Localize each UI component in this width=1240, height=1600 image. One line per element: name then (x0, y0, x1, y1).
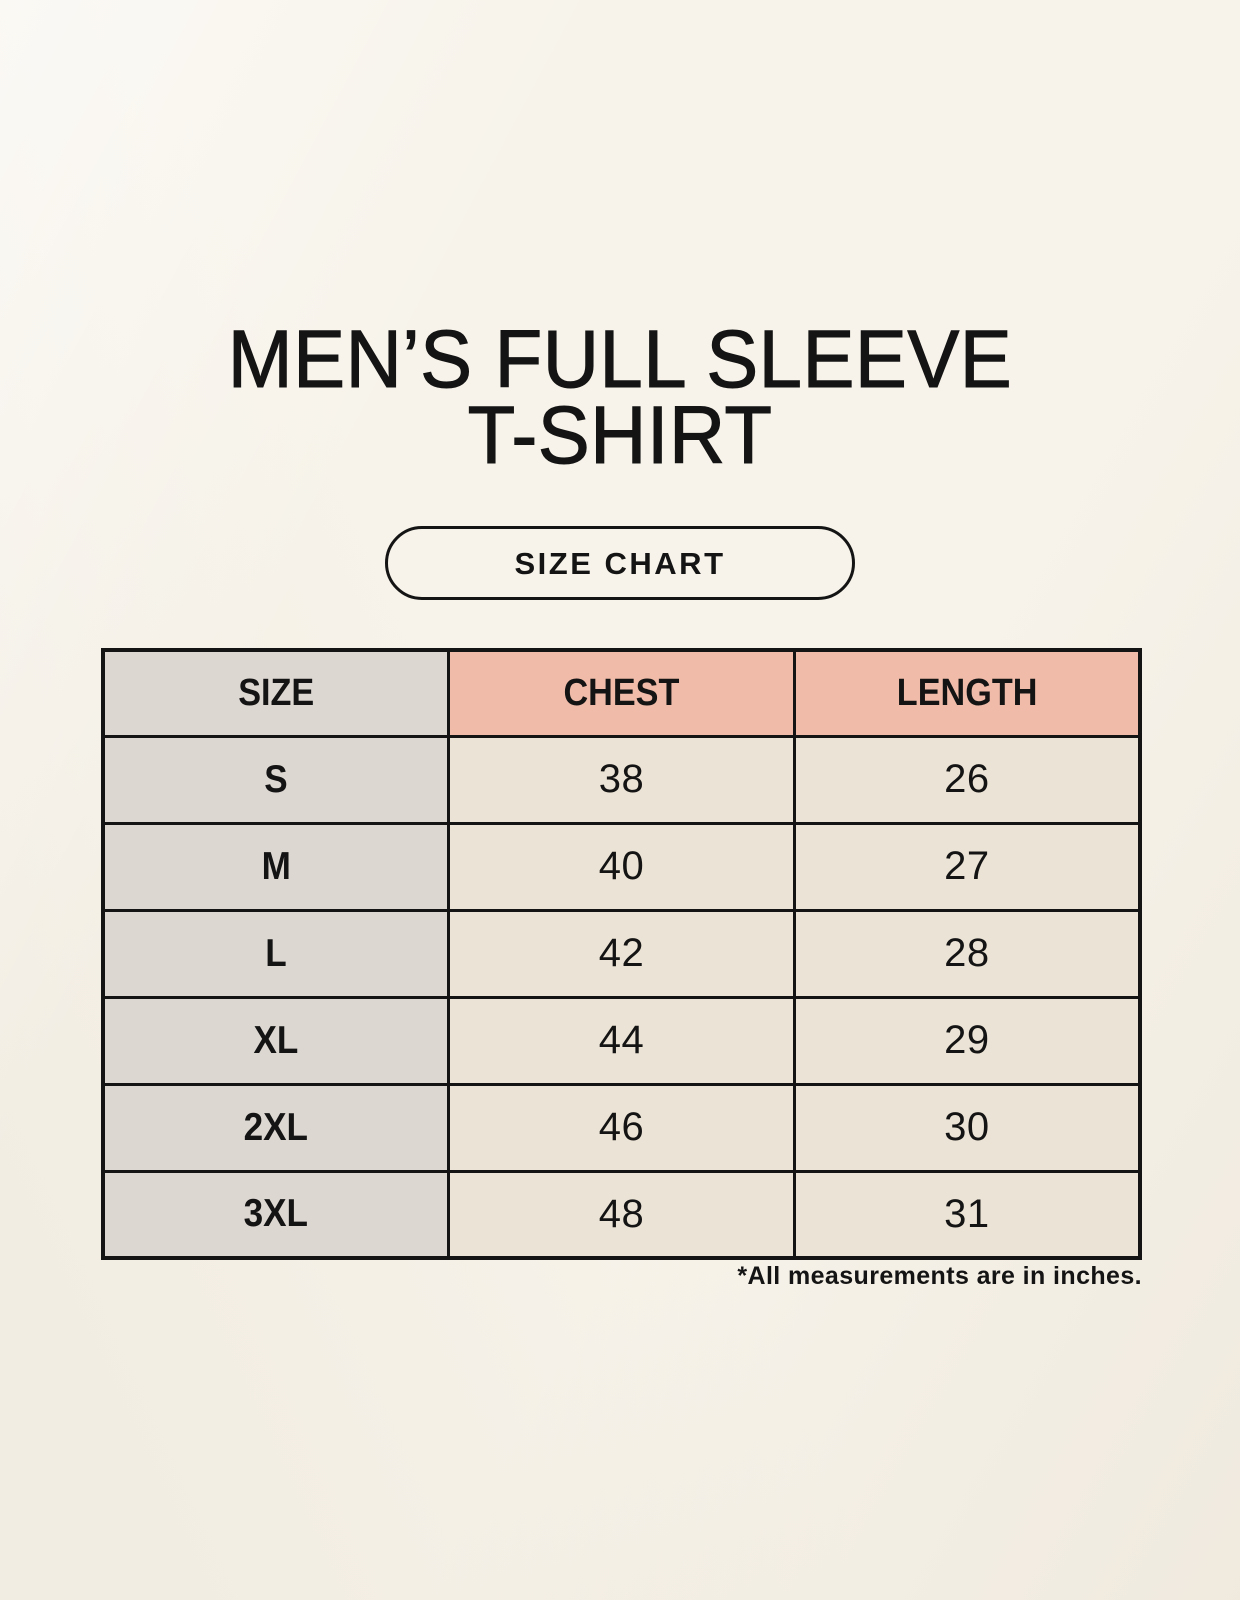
chest-cell: 42 (447, 908, 796, 999)
table-row: M 40 27 (101, 821, 1142, 912)
length-cell: 28 (792, 908, 1142, 999)
chest-cell: 48 (447, 1169, 796, 1260)
table-row: 2XL 46 30 (101, 1082, 1142, 1173)
length-cell: 26 (792, 734, 1142, 825)
length-cell: 30 (792, 1082, 1142, 1173)
size-chart-badge[interactable]: SIZE CHART (385, 526, 855, 600)
size-cell: 3XL (101, 1169, 451, 1260)
length-cell: 29 (792, 995, 1142, 1086)
table-row: S 38 26 (101, 734, 1142, 825)
product-title-line-1: MEN’S FULL SLEEVE (227, 314, 1013, 405)
size-cell: 2XL (101, 1082, 451, 1173)
chest-cell: 40 (447, 821, 796, 912)
size-cell: XL (101, 995, 451, 1086)
header-cell-chest: CHEST (447, 648, 796, 738)
product-title-line-2: T-SHIRT (467, 390, 773, 481)
table-header-row: SIZE CHEST LENGTH (101, 648, 1142, 738)
table-row: 3XL 48 31 (101, 1169, 1142, 1260)
product-title: MEN’S FULL SLEEVE T-SHIRT (31, 314, 1209, 481)
table-row: XL 44 29 (101, 995, 1142, 1086)
chest-cell: 46 (447, 1082, 796, 1173)
size-chart-table: SIZE CHEST LENGTH S 38 26 M 40 27 L 42 2… (101, 648, 1142, 1260)
length-cell: 31 (792, 1169, 1142, 1260)
chest-cell: 38 (447, 734, 796, 825)
header-cell-length: LENGTH (792, 648, 1142, 738)
measurements-footnote: *All measurements are in inches. (737, 1262, 1142, 1290)
size-cell: S (101, 734, 451, 825)
size-chart-badge-label: SIZE CHART (514, 545, 726, 581)
table-row: L 42 28 (101, 908, 1142, 999)
length-cell: 27 (792, 821, 1142, 912)
chest-cell: 44 (447, 995, 796, 1086)
size-cell: M (101, 821, 451, 912)
size-cell: L (101, 908, 451, 999)
header-cell-size: SIZE (101, 648, 451, 738)
